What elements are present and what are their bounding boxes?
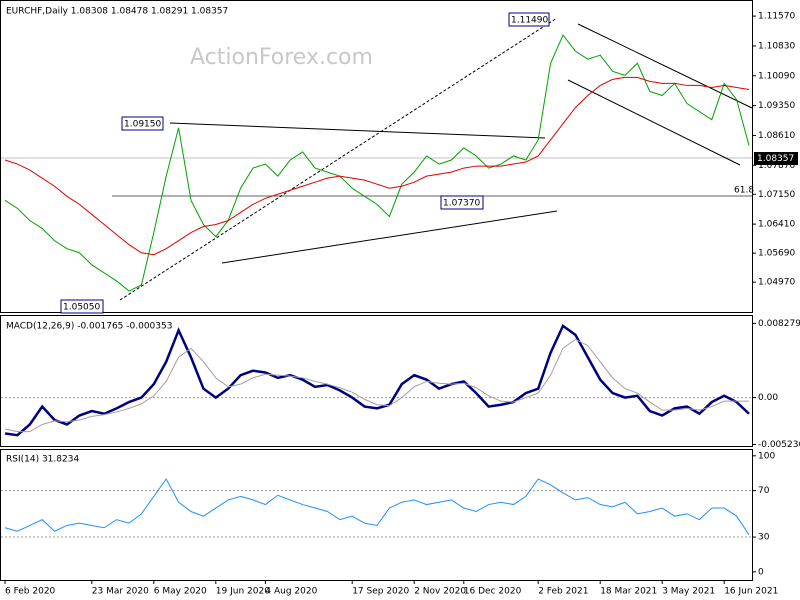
y-tick-label: 1.06410 [758, 220, 795, 230]
y-tick-label: 1.05690 [758, 249, 795, 259]
chart-title: EURCHF,Daily 1.08308 1.08478 1.08291 1.0… [6, 7, 228, 17]
annotation-box [60, 299, 104, 314]
annotation-box [440, 195, 484, 210]
series-line [4, 323, 750, 437]
x-tick-label: 2 Nov 2020 [414, 587, 466, 597]
x-tick-label: 4 Aug 2020 [265, 587, 317, 597]
channel-line [577, 23, 753, 109]
x-tick-label: 3 May 2021 [662, 587, 715, 597]
y-tick-label: 1.11570 [758, 12, 795, 22]
y-tick-label: 1.07150 [758, 190, 795, 200]
price-panel [0, 0, 753, 313]
y-tick-label: 30 [758, 533, 770, 543]
rsi-title: RSI(14) 31.8234 [6, 455, 79, 465]
series-line [4, 338, 749, 433]
series-line [4, 76, 750, 256]
y-tick-label: 70 [758, 486, 770, 496]
annotation-label: 1.09150 [124, 120, 161, 130]
y-tick-label: 1.04970 [758, 278, 795, 288]
y-tick-label: 0.008279 [758, 319, 800, 329]
last-price-box [754, 152, 798, 165]
series-line [4, 478, 750, 536]
macd-title: MACD(12,26,9) -0.001765 -0.000353 [6, 322, 172, 332]
y-tick-label: 1.10090 [758, 71, 795, 81]
annotation-box [508, 12, 550, 27]
fib-label: 61.8 [734, 186, 754, 196]
watermark: ActionForex.com [190, 45, 373, 70]
x-tick-label: 6 May 2020 [154, 587, 207, 597]
y-tick-label: -0.005236 [758, 440, 800, 450]
macd-panel [0, 315, 753, 447]
y-tick-label: 100 [758, 451, 775, 461]
trend-line [221, 210, 558, 264]
x-tick-label: 23 Mar 2020 [92, 587, 149, 597]
y-tick-label: 1.08610 [758, 131, 795, 141]
x-tick-label: 17 Sep 2020 [352, 587, 409, 597]
y-tick-label: 0.00 [758, 393, 778, 403]
x-tick-label: 18 Mar 2021 [600, 587, 657, 597]
y-tick-label: 1.09350 [758, 101, 795, 111]
annotation-label: 1.05050 [63, 303, 100, 313]
rsi-panel [0, 449, 753, 581]
x-tick-label: 2 Feb 2021 [538, 587, 588, 597]
annotation-box [121, 116, 164, 131]
x-tick-label: 16 Jun 2021 [724, 587, 778, 597]
annotation-label: 1.11490 [511, 16, 548, 26]
last-price-label: 1.08357 [757, 154, 794, 164]
channel-line [567, 79, 741, 166]
y-tick-label: 1.07870 [758, 161, 795, 171]
series-line [4, 34, 750, 292]
trend-line [169, 122, 546, 139]
y-tick-label: 0 [758, 567, 764, 577]
x-tick-label: 19 Jun 2020 [216, 587, 270, 597]
x-tick-label: 6 Feb 2020 [5, 587, 56, 597]
annotation-label: 1.07370 [443, 199, 480, 209]
y-tick-label: 1.10830 [758, 41, 795, 51]
x-tick-label: 16 Dec 2020 [464, 587, 522, 597]
trend-line [119, 17, 558, 301]
